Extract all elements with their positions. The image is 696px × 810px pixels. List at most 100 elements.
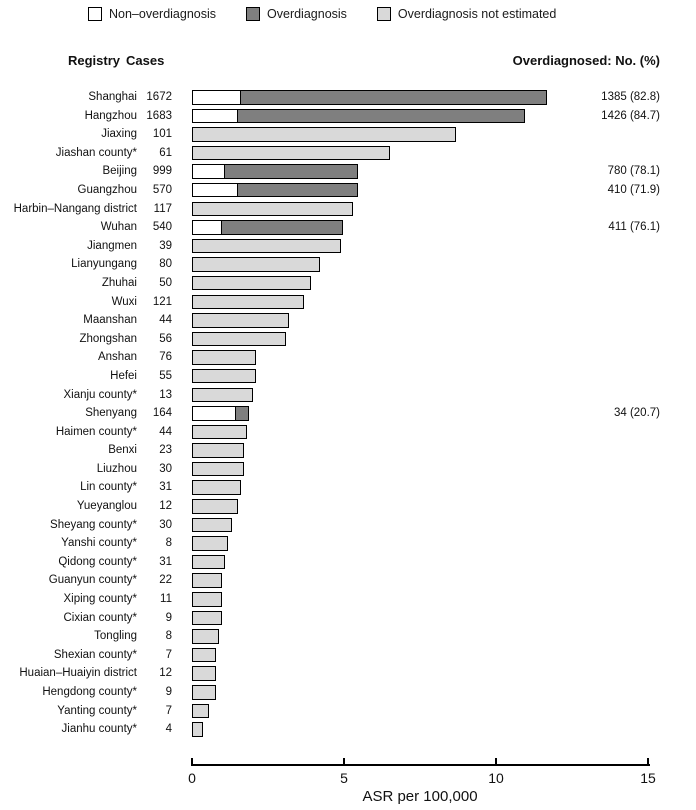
- cases-value: 1683: [146, 109, 172, 122]
- overdiagnosed-value: [556, 646, 660, 665]
- cases-value: 12: [159, 667, 172, 680]
- overdiagnosed-value: [556, 330, 660, 349]
- legend-label: Non–overdiagnosis: [109, 7, 217, 21]
- bar-segment-overdiagnosis: [235, 406, 249, 421]
- registry-label: Hefei: [110, 369, 137, 382]
- cases-value: 44: [159, 314, 172, 327]
- cases-value: 22: [159, 574, 172, 587]
- column-header-cases: Cases: [126, 53, 165, 68]
- asr-bar: [192, 499, 238, 514]
- asr-bar: [192, 610, 223, 626]
- registry-label: Tongling: [94, 630, 137, 643]
- not-estimated-swatch-icon: [376, 7, 391, 21]
- table-row: Yueyanglou 12: [0, 497, 696, 516]
- asr-bar: [192, 145, 390, 161]
- cases-value: 31: [159, 481, 172, 494]
- overdiagnosed-value: [556, 590, 660, 609]
- asr-bar: [192, 666, 217, 681]
- table-row: Hangzhou 1683 1426 (84.7): [0, 107, 696, 126]
- x-axis-tick: [647, 758, 649, 764]
- asr-bar: [192, 461, 244, 477]
- cases-value: 30: [159, 518, 172, 531]
- cases-value: 31: [159, 555, 172, 568]
- legend-label: Overdiagnosis: [267, 7, 347, 21]
- bar-segment-not-estimated: [192, 294, 305, 310]
- cases-value: 8: [165, 630, 172, 643]
- table-row: Harbin–Nangang district 117: [0, 200, 696, 219]
- registry-label: Jianhu county*: [61, 723, 137, 736]
- bar-segment-not-estimated: [192, 629, 220, 644]
- bar-segment-overdiagnosis: [239, 90, 547, 105]
- asr-bar: [192, 387, 253, 402]
- asr-bar: [192, 294, 305, 310]
- bar-segment-not-estimated: [192, 127, 457, 142]
- registry-label: Lin county*: [80, 481, 137, 494]
- asr-bar: [192, 629, 220, 644]
- registry-label: Jiashan county*: [55, 146, 137, 159]
- registry-label: Huaian–Huaiyin district: [19, 667, 137, 680]
- cases-value: 101: [152, 128, 172, 141]
- bar-segment-non-overdiagnosis: [192, 182, 238, 198]
- registry-label: Benxi: [108, 444, 137, 457]
- registry-label: Shexian county*: [53, 648, 137, 661]
- table-row: Wuxi 121: [0, 293, 696, 312]
- overdiagnosed-value: 411 (76.1): [608, 221, 660, 234]
- cases-value: 999: [152, 165, 172, 178]
- overdiagnosed-value: [556, 553, 660, 572]
- registry-label: Cixian county*: [63, 611, 137, 624]
- overdiagnosed-value: [556, 237, 660, 256]
- asr-bar: [192, 685, 217, 700]
- registry-label: Sheyang county*: [50, 518, 137, 531]
- table-row: Huaian–Huaiyin district 12: [0, 664, 696, 683]
- asr-bar: [192, 443, 244, 458]
- bar-segment-not-estimated: [192, 703, 209, 719]
- overdiagnosed-value: [556, 125, 660, 144]
- table-row: Jiaxing 101: [0, 125, 696, 144]
- bar-segment-not-estimated: [192, 554, 226, 570]
- table-row: Jianhu county* 4: [0, 720, 696, 739]
- cases-value: 44: [159, 425, 172, 438]
- bar-segment-not-estimated: [192, 610, 223, 626]
- table-row: Wuhan 540 411 (76.1): [0, 218, 696, 237]
- overdiagnosed-value: 410 (71.9): [607, 183, 660, 196]
- asr-bar: [192, 573, 223, 588]
- asr-bar: [192, 554, 226, 570]
- bar-segment-not-estimated: [192, 275, 311, 291]
- cases-value: 39: [159, 239, 172, 252]
- table-row: Guangzhou 570 410 (71.9): [0, 181, 696, 200]
- table-row: Jiashan county* 61: [0, 144, 696, 163]
- bar-segment-not-estimated: [192, 722, 203, 737]
- bar-segment-not-estimated: [192, 685, 217, 700]
- table-row: Hefei 55: [0, 367, 696, 386]
- overdiagnosed-value: [556, 311, 660, 330]
- table-row: Sheyang county* 30: [0, 516, 696, 535]
- non-overdiagnosis-swatch-icon: [88, 7, 102, 21]
- overdiagnosed-value: [556, 274, 660, 293]
- table-row: Tongling 8: [0, 627, 696, 646]
- column-header-overdiagnosed: Overdiagnosed: No. (%): [512, 53, 660, 68]
- table-row: Lin county* 31: [0, 478, 696, 497]
- x-axis-tick-label: 5: [340, 770, 348, 786]
- cases-value: 164: [152, 407, 172, 420]
- column-header-registry: Registry: [67, 53, 120, 68]
- asr-bar: [192, 592, 223, 607]
- bar-segment-not-estimated: [192, 461, 244, 477]
- cases-value: 9: [165, 611, 172, 624]
- registry-label: Beijing: [102, 165, 137, 178]
- overdiagnosed-value: [556, 293, 660, 312]
- asr-bar: [192, 238, 341, 254]
- bar-segment-non-overdiagnosis: [192, 164, 226, 179]
- bar-segment-overdiagnosis: [236, 108, 526, 124]
- asr-bar: [192, 331, 287, 347]
- overdiagnosed-value: 1426 (84.7): [601, 109, 660, 122]
- overdiagnosed-value: 1385 (82.8): [601, 91, 660, 103]
- registry-label: Shenyang: [85, 407, 137, 420]
- bar-segment-not-estimated: [192, 145, 390, 161]
- table-row: Xianju county* 13: [0, 386, 696, 405]
- table-row: Hengdong county* 9: [0, 683, 696, 702]
- overdiagnosed-value: [556, 478, 660, 497]
- x-axis-tick-label: 0: [188, 770, 196, 786]
- overdiagnosed-value: [556, 386, 660, 405]
- table-row: Haimen county* 44: [0, 423, 696, 442]
